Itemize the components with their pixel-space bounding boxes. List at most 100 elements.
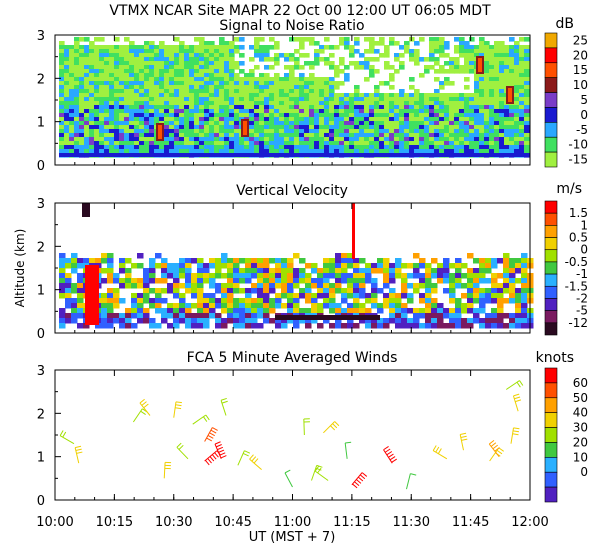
velocity-cell (95, 323, 102, 329)
snr-cell (439, 37, 445, 42)
wind-barb-flag (244, 450, 251, 454)
velocity-cell (101, 323, 108, 329)
snr-cell (469, 137, 475, 142)
snr-cell (64, 117, 70, 122)
velocity-cell (161, 308, 168, 314)
velocity-cell (179, 303, 186, 309)
snr-cell (84, 37, 90, 42)
velocity-cell (65, 303, 72, 309)
snr-cell (174, 109, 180, 114)
velocity-cell (521, 258, 528, 264)
snr-cell (244, 81, 250, 86)
snr-cell (164, 105, 170, 110)
snr-cell (479, 41, 485, 46)
snr-cell (419, 129, 425, 134)
snr-cell (524, 145, 530, 150)
snr-cell (499, 41, 505, 46)
snr-cell (249, 117, 255, 122)
snr-cell (124, 37, 130, 42)
snr-cell (499, 117, 505, 122)
snr-cell (519, 73, 525, 78)
snr-cell (314, 109, 320, 114)
snr-cell (384, 117, 390, 122)
velocity-cell (221, 263, 228, 269)
snr-cell (469, 97, 475, 102)
snr-cell (199, 121, 205, 126)
snr-cell (69, 57, 75, 62)
snr-cell (439, 69, 445, 74)
wind-barb (249, 454, 262, 471)
snr-cell (94, 125, 100, 130)
snr-cell (509, 137, 515, 142)
snr-cell (329, 45, 335, 50)
snr-cell (454, 61, 460, 66)
snr-cell (169, 105, 175, 110)
snr-cell (214, 117, 220, 122)
snr-cell (129, 89, 135, 94)
snr-cell (144, 69, 150, 74)
snr-cell (414, 109, 420, 114)
snr-cell (474, 73, 480, 78)
velocity-cell (221, 318, 228, 324)
snr-cell (469, 145, 475, 150)
velocity-cell (455, 298, 462, 304)
velocity-cell (455, 258, 462, 264)
snr-cell (314, 133, 320, 138)
wind-barb (237, 450, 251, 466)
snr-cell (279, 141, 285, 146)
velocity-cell (125, 283, 132, 289)
snr-cell (174, 105, 180, 110)
winds-colorbar-label: 30 (573, 421, 588, 435)
snr-cell (339, 145, 345, 150)
snr-cell (509, 65, 515, 70)
snr-cell (329, 97, 335, 102)
wind-barb-flag (513, 427, 520, 430)
snr-cell (314, 81, 320, 86)
snr-colorbar-label: 0 (580, 108, 588, 122)
snr-cell (104, 53, 110, 58)
velocity-cell (341, 273, 348, 279)
velocity-cell (119, 268, 126, 274)
velocity-cell (125, 273, 132, 279)
snr-cell (159, 101, 165, 106)
snr-cell (514, 89, 520, 94)
velocity-cell (305, 283, 312, 289)
snr-cell (384, 101, 390, 106)
snr-cell (439, 49, 445, 54)
velocity-cell (509, 263, 516, 269)
snr-cell (329, 145, 335, 150)
snr-cell (309, 85, 315, 90)
snr-cell (184, 133, 190, 138)
wind-barb-staff (204, 427, 213, 442)
snr-cell (94, 69, 100, 74)
velocity-cell (227, 273, 234, 279)
velocity-cell (179, 318, 186, 324)
velocity-cell (245, 303, 252, 309)
velocity-cell (323, 318, 330, 324)
snr-cell (199, 149, 205, 154)
snr-cell (419, 37, 425, 42)
snr-cell (269, 121, 275, 126)
snr-cell (94, 145, 100, 150)
wind-barb-staff (192, 414, 207, 425)
snr-cell (389, 73, 395, 78)
snr-cell (494, 41, 500, 46)
snr-cell (324, 61, 330, 66)
snr-cell (459, 45, 465, 50)
snr-cell (479, 109, 485, 114)
snr-cell (89, 85, 95, 90)
wind-barb (192, 414, 210, 425)
snr-cell (214, 57, 220, 62)
snr-cell (489, 49, 495, 54)
snr-cell (194, 53, 200, 58)
snr-cell (244, 97, 250, 102)
snr-cell (294, 117, 300, 122)
snr-cell (199, 77, 205, 82)
snr-cell (124, 141, 130, 146)
wind-barb-flag (218, 449, 225, 453)
snr-cell (459, 105, 465, 110)
velocity-cell (311, 263, 318, 269)
snr-cell (234, 109, 240, 114)
snr-cell (519, 57, 525, 62)
snr-cell (204, 133, 210, 138)
